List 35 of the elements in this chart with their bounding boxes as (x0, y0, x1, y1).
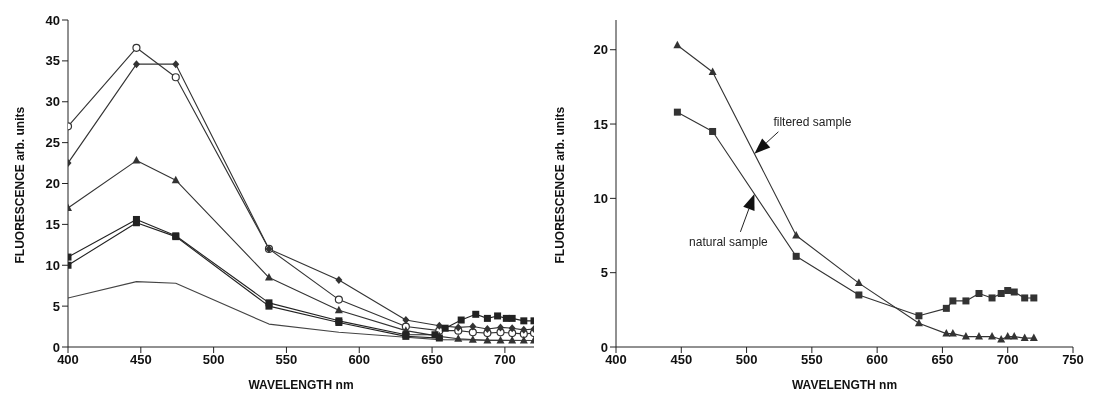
x-axis-title: WAVELENGTH nm (248, 378, 354, 392)
x-tick-label: 500 (735, 352, 758, 368)
y-tick-label: 15 (593, 116, 608, 132)
y-tick-label: 40 (45, 12, 60, 28)
x-tick-label: 750 (1062, 352, 1084, 368)
x-tick-label: 400 (605, 352, 627, 368)
y-tick-label: 20 (45, 176, 60, 192)
x-tick-label: 650 (931, 352, 954, 368)
y-tick-label: 0 (52, 339, 60, 355)
y-tick-label: 20 (593, 42, 608, 58)
x-axis-title: WAVELENGTH nm (791, 378, 898, 392)
x-tick-label: 400 (57, 352, 79, 368)
y-tick-label: 5 (600, 265, 608, 281)
y-tick-label: 0 (600, 339, 608, 355)
x-tick-label: 450 (129, 352, 152, 368)
x-tick-label: 450 (670, 352, 693, 368)
x-tick-label: 600 (348, 352, 371, 368)
y-tick-label: 10 (593, 190, 608, 206)
x-tick-label: 550 (801, 352, 823, 368)
y-tick-label: 25 (45, 135, 60, 151)
y-tick-label: 15 (45, 216, 60, 232)
x-tick-label: 650 (421, 352, 443, 368)
x-tick-label: 700 (494, 352, 516, 368)
x-tick-label: 600 (866, 352, 888, 368)
y-tick-label: 10 (45, 257, 60, 273)
x-tick-label: 550 (275, 352, 298, 368)
y-tick-label: 30 (45, 94, 60, 110)
y-axis-title: FLUORESCENCE arb. units (553, 106, 568, 264)
text: filtered sample (773, 114, 852, 129)
series-label: natural sample (689, 234, 769, 249)
x-tick-label: 500 (202, 352, 225, 368)
y-axis-title: FLUORESCENCE arb. units (13, 106, 28, 264)
x-tick-label: 700 (996, 352, 1019, 368)
y-tick-label: 5 (52, 298, 60, 314)
y-tick-label: 35 (45, 53, 60, 69)
